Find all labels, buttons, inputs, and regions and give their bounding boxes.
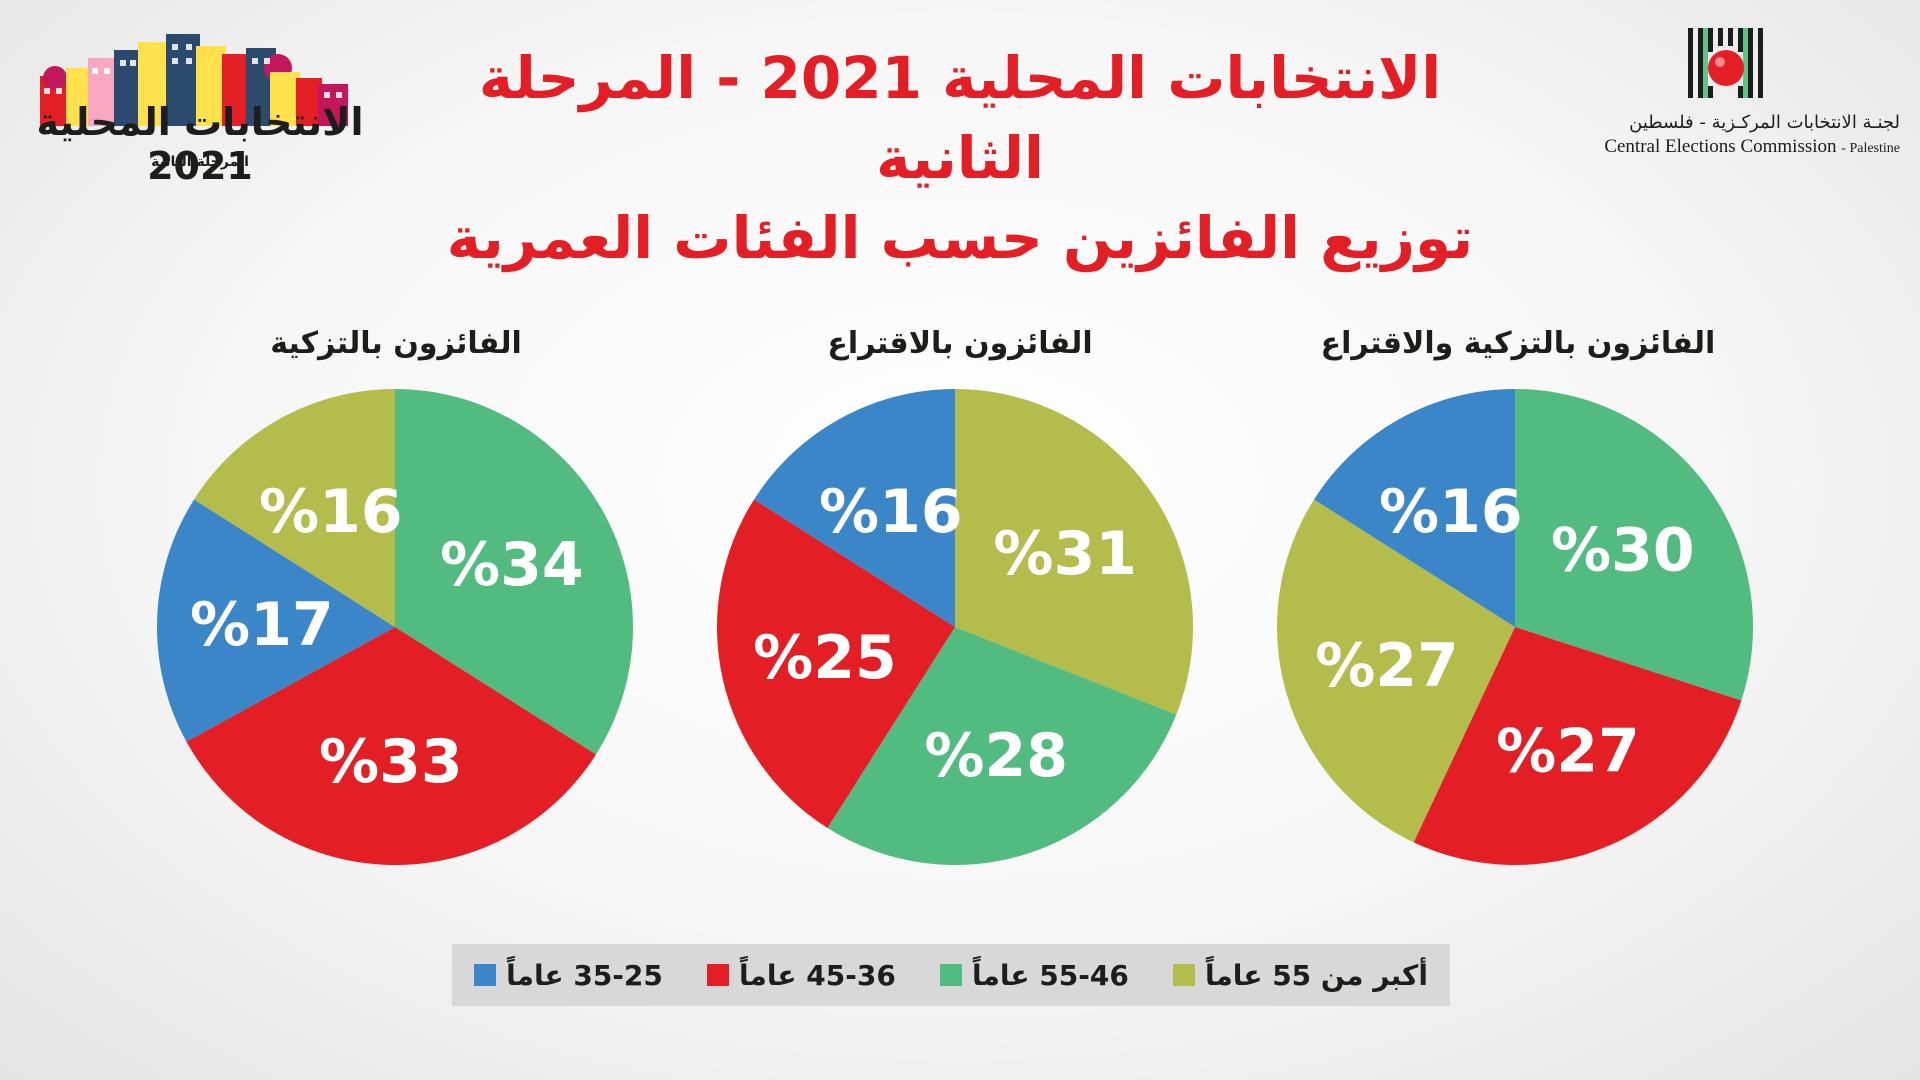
pie-slice-acclamation-3 (194, 389, 395, 627)
pie-slice-acclamation-0 (395, 389, 634, 755)
pie-label-election-0: %31 (993, 519, 1137, 589)
legend-label: أكبر من 55 عاماً (1204, 958, 1428, 992)
legend-swatch (474, 964, 497, 986)
pie-label-election-2: %25 (753, 623, 897, 693)
cec-name-english-suffix: - Palestine (1841, 141, 1900, 156)
pie-slice-combined-3 (1314, 389, 1515, 627)
logo-subtitle: المرحلة الثانية (151, 154, 249, 170)
cec-emblem-icon (1688, 28, 1763, 98)
cec-name-arabic: لجنـة الانتخابات المركـزية - فلسطين (1629, 112, 1900, 133)
pie-slice-combined-1 (1413, 627, 1742, 866)
pie-label-election-3: %16 (819, 477, 963, 547)
pie-label-acclamation-3: %16 (259, 477, 403, 547)
pie-label-combined-0: %30 (1551, 516, 1695, 586)
pie-slice-election-0 (955, 389, 1194, 715)
local-elections-logo (40, 34, 348, 126)
pie-slice-election-1 (827, 627, 1177, 866)
pie-slice-acclamation-2 (156, 499, 395, 742)
legend-item-36-45: 45-36 عاماً (707, 959, 896, 992)
legend-item-46-55: 55-46 عاماً (940, 959, 1129, 992)
pie-label-combined-2: %27 (1315, 631, 1459, 701)
pie-slice-election-3 (754, 389, 955, 627)
pie-slice-combined-2 (1276, 499, 1515, 843)
pie-label-combined-1: %27 (1496, 716, 1640, 786)
legend: 35-25 عاماً 45-36 عاماً 55-46 عاماً أكبر… (452, 944, 1450, 1006)
title-line-1: الانتخابات المحلية 2021 - المرحلة الثاني… (478, 44, 1442, 192)
pie-label-election-1: %28 (924, 721, 1068, 791)
pie-label-acclamation-0: %34 (440, 530, 584, 600)
pie-slice-acclamation-1 (186, 627, 596, 866)
pie-label-acclamation-2: %17 (190, 590, 334, 660)
legend-item-25-35: 35-25 عاماً (474, 959, 663, 992)
title-line-2: توزيع الفائزين حسب الفئات العمرية (446, 204, 1474, 272)
skyline-icon (40, 34, 348, 126)
legend-swatch (707, 964, 730, 986)
pie-title-election: الفائزون بالاقتراع (827, 326, 1093, 361)
logo-year-title: الانتخابات المحلية 2021 (30, 100, 370, 188)
legend-swatch (940, 964, 962, 986)
legend-item-55-plus: أكبر من 55 عاماً (1172, 958, 1428, 992)
page-title: الانتخابات المحلية 2021 - المرحلة الثاني… (430, 38, 1490, 278)
cec-name-english-main: Central Elections Commission (1604, 136, 1837, 157)
pie-slice-combined-0 (1515, 389, 1753, 701)
logo-year: 2021 (147, 144, 253, 188)
legend-swatch (1172, 964, 1195, 986)
pie-title-combined: الفائزون بالتزكية والاقتراع (1320, 326, 1716, 361)
legend-label: 55-46 عاماً (972, 958, 1129, 992)
pie-label-combined-3: %16 (1379, 477, 1523, 547)
pie-title-acclamation: الفائزون بالتزكية (270, 326, 522, 361)
pie-slice-election-2 (716, 499, 955, 828)
cec-name-english: Central Elections Commission - Palestine (1540, 136, 1900, 158)
legend-label: 35-25 عاماً (506, 958, 663, 992)
legend-label: 45-36 عاماً (739, 958, 896, 992)
logo-title: الانتخابات المحلية (36, 100, 364, 144)
pie-label-acclamation-1: %33 (319, 727, 463, 797)
